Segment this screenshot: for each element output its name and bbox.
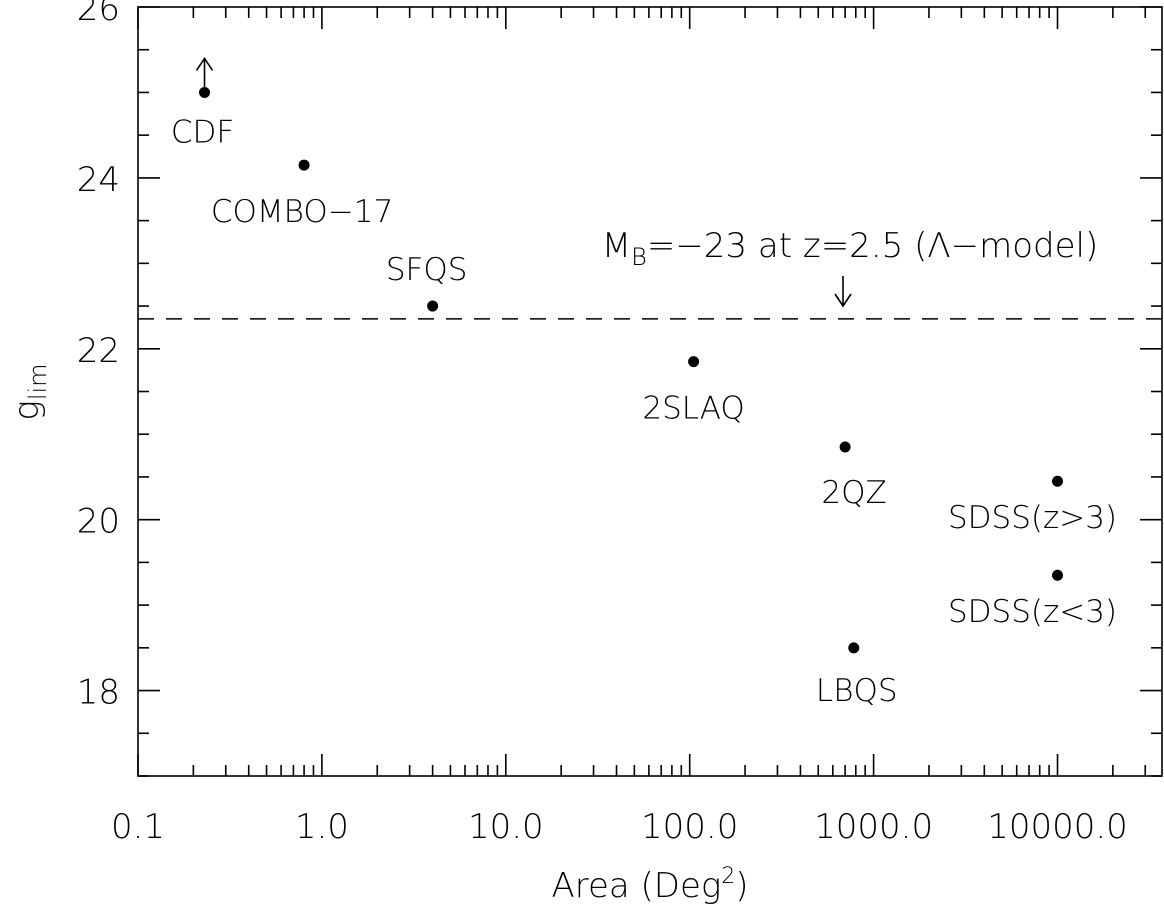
x-tick-label: 10.0 <box>468 807 544 847</box>
y-label-sub: lim <box>24 363 52 400</box>
annotation-text: M <box>602 226 631 266</box>
point <box>427 300 439 312</box>
x-tick-label: 0.1 <box>111 807 165 847</box>
point <box>848 642 860 654</box>
y-tick-label: 22 <box>77 331 120 371</box>
point <box>688 356 700 368</box>
point <box>839 441 851 453</box>
point-label: CDF <box>171 114 234 150</box>
x-tick-label: 1000.0 <box>814 807 933 847</box>
point <box>199 86 211 98</box>
y-tick-label: 18 <box>77 673 120 713</box>
y-label-text: g <box>7 400 47 420</box>
point-label: 2QZ <box>821 475 886 511</box>
x-label-rest: ) <box>735 866 748 906</box>
point-label: COMBO−17 <box>211 194 393 230</box>
x-tick-label: 10000.0 <box>987 807 1128 847</box>
point-label: LBQS <box>816 673 898 709</box>
point-label: SDSS(z<3) <box>948 594 1117 630</box>
point-label: 2SLAQ <box>642 391 744 427</box>
y-tick-label: 20 <box>77 502 120 542</box>
annotation-rest: =−23 at z=2.5 (Λ−model) <box>647 226 1098 266</box>
x-label-text: Area (Deg <box>551 866 721 906</box>
annotation: MB=−23 at z=2.5 (Λ−model) <box>602 226 1098 271</box>
lower-limit-arrow <box>195 57 214 89</box>
point-label: SFQS <box>386 252 468 288</box>
annotation-sub: B <box>631 243 647 271</box>
y-tick-label: 26 <box>77 0 120 29</box>
x-tick-label: 1.0 <box>295 807 349 847</box>
y-tick-label: 24 <box>77 160 120 200</box>
x-axis-label: Area (Deg2) <box>551 864 748 906</box>
point <box>1052 569 1064 581</box>
x-label-sup: 2 <box>721 864 735 889</box>
annotation-arrow <box>834 276 852 308</box>
x-tick-label: 100.0 <box>641 807 738 847</box>
point <box>298 159 310 171</box>
y-axis-label: glim <box>7 363 52 420</box>
point <box>1052 475 1064 487</box>
point-label: SDSS(z>3) <box>948 500 1117 536</box>
